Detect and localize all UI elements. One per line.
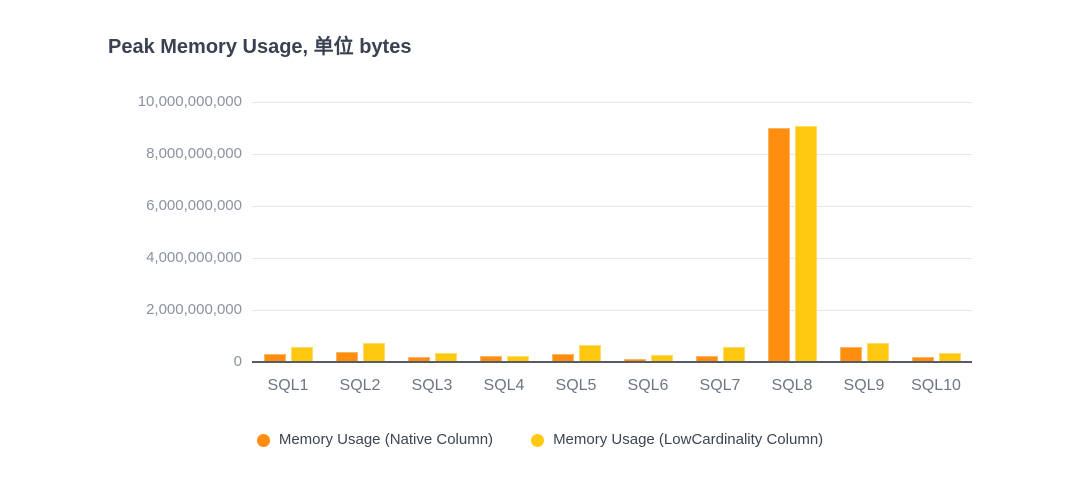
y-tick-label: 4,000,000,000 xyxy=(146,249,242,266)
x-tick-label: SQL9 xyxy=(843,377,885,394)
bar-sql7-native[interactable] xyxy=(695,356,718,362)
bar-sql5-lowcardinality[interactable] xyxy=(578,344,601,362)
legend-label: Memory Usage (LowCardinality Column) xyxy=(553,431,824,448)
gridline xyxy=(252,258,972,259)
legend-item-lowcardinality[interactable]: Memory Usage (LowCardinality Column) xyxy=(531,430,823,450)
plot-area xyxy=(252,102,972,363)
gridline xyxy=(252,102,972,103)
bar-sql9-native[interactable] xyxy=(839,347,862,362)
bar-sql6-native[interactable] xyxy=(623,359,646,362)
chart-title: Peak Memory Usage, 单位 bytes xyxy=(108,36,412,58)
gridline xyxy=(252,206,972,207)
bar-sql8-native[interactable] xyxy=(767,128,790,362)
bar-sql6-lowcardinality[interactable] xyxy=(650,355,673,362)
bar-sql8-lowcardinality[interactable] xyxy=(794,126,817,362)
x-axis-line xyxy=(252,361,972,363)
bar-sql7-lowcardinality[interactable] xyxy=(722,347,745,362)
x-tick-label: SQL3 xyxy=(411,377,453,394)
legend-dot-icon xyxy=(531,433,545,447)
bar-sql5-native[interactable] xyxy=(551,354,574,362)
bar-sql2-lowcardinality[interactable] xyxy=(362,343,385,362)
y-tick-label: 0 xyxy=(233,353,242,370)
legend-dot-icon xyxy=(256,433,270,447)
y-tick-label: 8,000,000,000 xyxy=(146,145,242,162)
gridline xyxy=(252,310,972,311)
bar-sql3-native[interactable] xyxy=(407,356,430,362)
x-tick-label: SQL5 xyxy=(555,377,597,394)
bar-sql10-lowcardinality[interactable] xyxy=(938,352,961,362)
bar-sql9-lowcardinality[interactable] xyxy=(866,343,889,362)
bar-sql1-lowcardinality[interactable] xyxy=(290,347,313,362)
bar-sql10-native[interactable] xyxy=(911,356,934,362)
x-tick-label: SQL8 xyxy=(771,377,813,394)
legend-label: Memory Usage (Native Column) xyxy=(278,431,494,448)
legend: Memory Usage (Native Column) Memory Usage… xyxy=(0,430,1080,450)
y-axis: 10,000,000,000 8,000,000,000 6,000,000,000… xyxy=(0,93,242,370)
bar-sql4-native[interactable] xyxy=(479,355,502,362)
legend-item-native[interactable]: Memory Usage (Native Column) xyxy=(256,430,494,450)
y-tick-label: 2,000,000,000 xyxy=(146,301,242,318)
y-tick-label: 10,000,000,000 xyxy=(137,93,242,110)
y-tick-label: 6,000,000,000 xyxy=(146,197,242,214)
x-tick-label: SQL2 xyxy=(339,377,381,394)
bar-sql2-native[interactable] xyxy=(335,351,358,362)
bar-sql1-native[interactable] xyxy=(263,354,286,362)
bar-sql3-lowcardinality[interactable] xyxy=(434,353,457,362)
x-axis: SQL1 SQL2 SQL3 SQL4 SQL5 SQL6 SQL7 SQL8 SQL9 SQL1… xyxy=(252,376,972,396)
x-tick-label: SQL7 xyxy=(699,377,741,394)
x-tick-label: SQL6 xyxy=(627,377,669,394)
bar-sql4-lowcardinality[interactable] xyxy=(506,355,529,362)
x-tick-label: SQL1 xyxy=(267,377,309,394)
x-tick-label: SQL10 xyxy=(911,377,961,394)
gridline xyxy=(252,154,972,155)
x-tick-label: SQL4 xyxy=(483,377,525,394)
